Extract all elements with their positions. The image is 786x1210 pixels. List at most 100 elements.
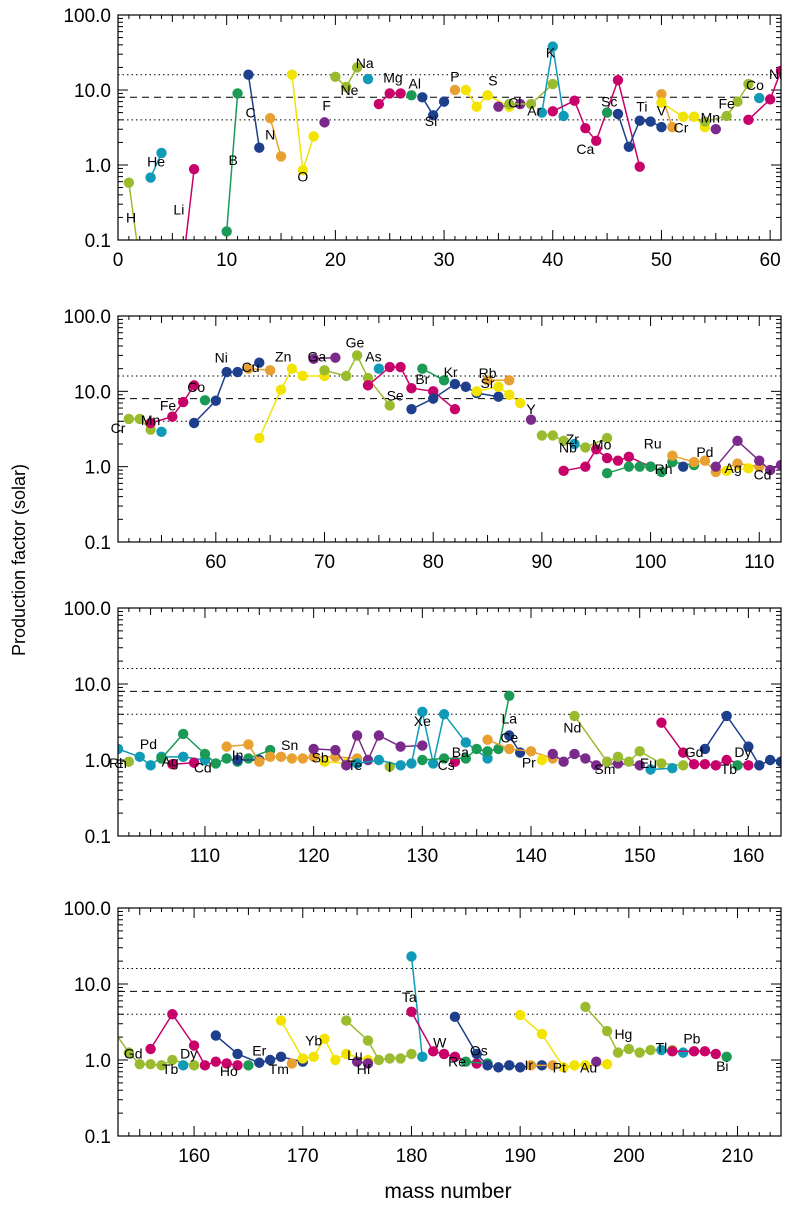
y-tick-label: 1.0 xyxy=(85,458,111,479)
data-point xyxy=(362,380,374,391)
series-fe xyxy=(699,78,754,127)
data-point xyxy=(764,94,776,105)
element-label: Ga xyxy=(308,348,327,364)
series-c xyxy=(243,69,265,153)
element-label: Sm xyxy=(594,761,615,777)
data-point xyxy=(264,1054,276,1066)
data-point xyxy=(580,1060,591,1071)
data-point xyxy=(547,41,558,52)
data-point xyxy=(254,357,265,368)
data-point xyxy=(286,69,298,80)
series-mg xyxy=(373,88,406,110)
data-point xyxy=(395,741,406,752)
data-point xyxy=(145,172,156,183)
x-tick-label: 50 xyxy=(651,250,672,271)
element-label: Ge xyxy=(346,335,365,351)
data-point xyxy=(232,754,243,766)
data-point xyxy=(677,747,689,758)
series-mn xyxy=(710,124,721,135)
data-point xyxy=(167,759,178,770)
series-cu xyxy=(243,363,276,376)
x-tick-label: 200 xyxy=(613,1146,645,1167)
series-sn xyxy=(221,739,363,767)
series-zr xyxy=(536,430,613,453)
data-point xyxy=(482,90,493,101)
series-sc xyxy=(601,107,613,118)
data-point xyxy=(275,1015,287,1026)
element-label: Tm xyxy=(269,1061,289,1077)
data-point xyxy=(743,78,754,90)
element-label: Li xyxy=(173,201,184,217)
data-point xyxy=(449,1011,461,1023)
data-point xyxy=(514,1009,526,1021)
plot-area xyxy=(123,41,781,240)
data-point xyxy=(580,1001,591,1013)
element-label: S xyxy=(488,72,497,88)
data-point xyxy=(482,746,493,757)
data-point xyxy=(123,1047,135,1058)
element-label: Re xyxy=(448,1054,466,1070)
element-label: C xyxy=(246,104,256,120)
series-se xyxy=(362,361,461,415)
series-lu xyxy=(351,1056,374,1069)
data-point xyxy=(656,1044,667,1056)
element-label: Cr xyxy=(674,120,689,136)
data-point xyxy=(710,124,721,135)
data-point xyxy=(721,710,732,722)
panel-frame xyxy=(117,607,782,837)
data-point xyxy=(427,110,439,121)
element-label: O xyxy=(297,169,308,185)
data-point xyxy=(221,366,232,378)
element-label: Bi xyxy=(716,1058,728,1074)
element-label: La xyxy=(501,711,517,727)
series-os xyxy=(449,1011,548,1073)
data-point xyxy=(351,730,363,741)
data-point xyxy=(764,754,776,766)
element-label: Pt xyxy=(553,1060,566,1076)
data-point xyxy=(199,395,211,406)
data-point xyxy=(417,754,428,766)
data-point xyxy=(569,710,580,722)
element-label: Ta xyxy=(402,989,417,1005)
data-point xyxy=(351,62,363,73)
element-label: Sr xyxy=(481,375,495,391)
element-label: Ir xyxy=(525,1057,534,1073)
element-label: Zn xyxy=(275,348,291,364)
data-point xyxy=(525,414,537,425)
y-tick-label: 100.0 xyxy=(63,899,111,920)
series-ni xyxy=(743,65,781,126)
element-label: Rb xyxy=(479,365,497,381)
element-label: Cs xyxy=(438,757,455,773)
y-tick-label: 10.0 xyxy=(74,81,111,102)
element-label: Sb xyxy=(312,749,329,765)
data-point xyxy=(514,397,526,409)
data-point xyxy=(775,65,781,77)
data-point xyxy=(319,117,330,128)
data-point xyxy=(482,734,493,745)
series-nb xyxy=(569,438,580,450)
data-point xyxy=(547,78,558,90)
element-label: Si xyxy=(425,113,437,129)
data-point xyxy=(525,1060,537,1071)
data-point xyxy=(167,411,178,422)
series-k xyxy=(536,41,569,122)
data-point xyxy=(167,1009,178,1020)
element-label: K xyxy=(546,45,556,61)
series-bi xyxy=(721,1051,732,1063)
data-point xyxy=(373,363,385,374)
data-point xyxy=(102,1016,112,1026)
data-point xyxy=(688,456,700,468)
element-label: Hg xyxy=(614,1026,632,1042)
series-na xyxy=(362,73,374,85)
data-point xyxy=(286,1058,298,1069)
data-point xyxy=(504,98,515,110)
data-point xyxy=(243,363,254,374)
data-point xyxy=(210,395,222,406)
data-point xyxy=(406,1006,417,1018)
element-label: Ce xyxy=(500,729,518,745)
data-point xyxy=(449,84,461,96)
element-label: Kr xyxy=(444,364,458,380)
data-point xyxy=(297,370,308,382)
data-point xyxy=(580,122,591,134)
series-pr xyxy=(536,754,548,766)
